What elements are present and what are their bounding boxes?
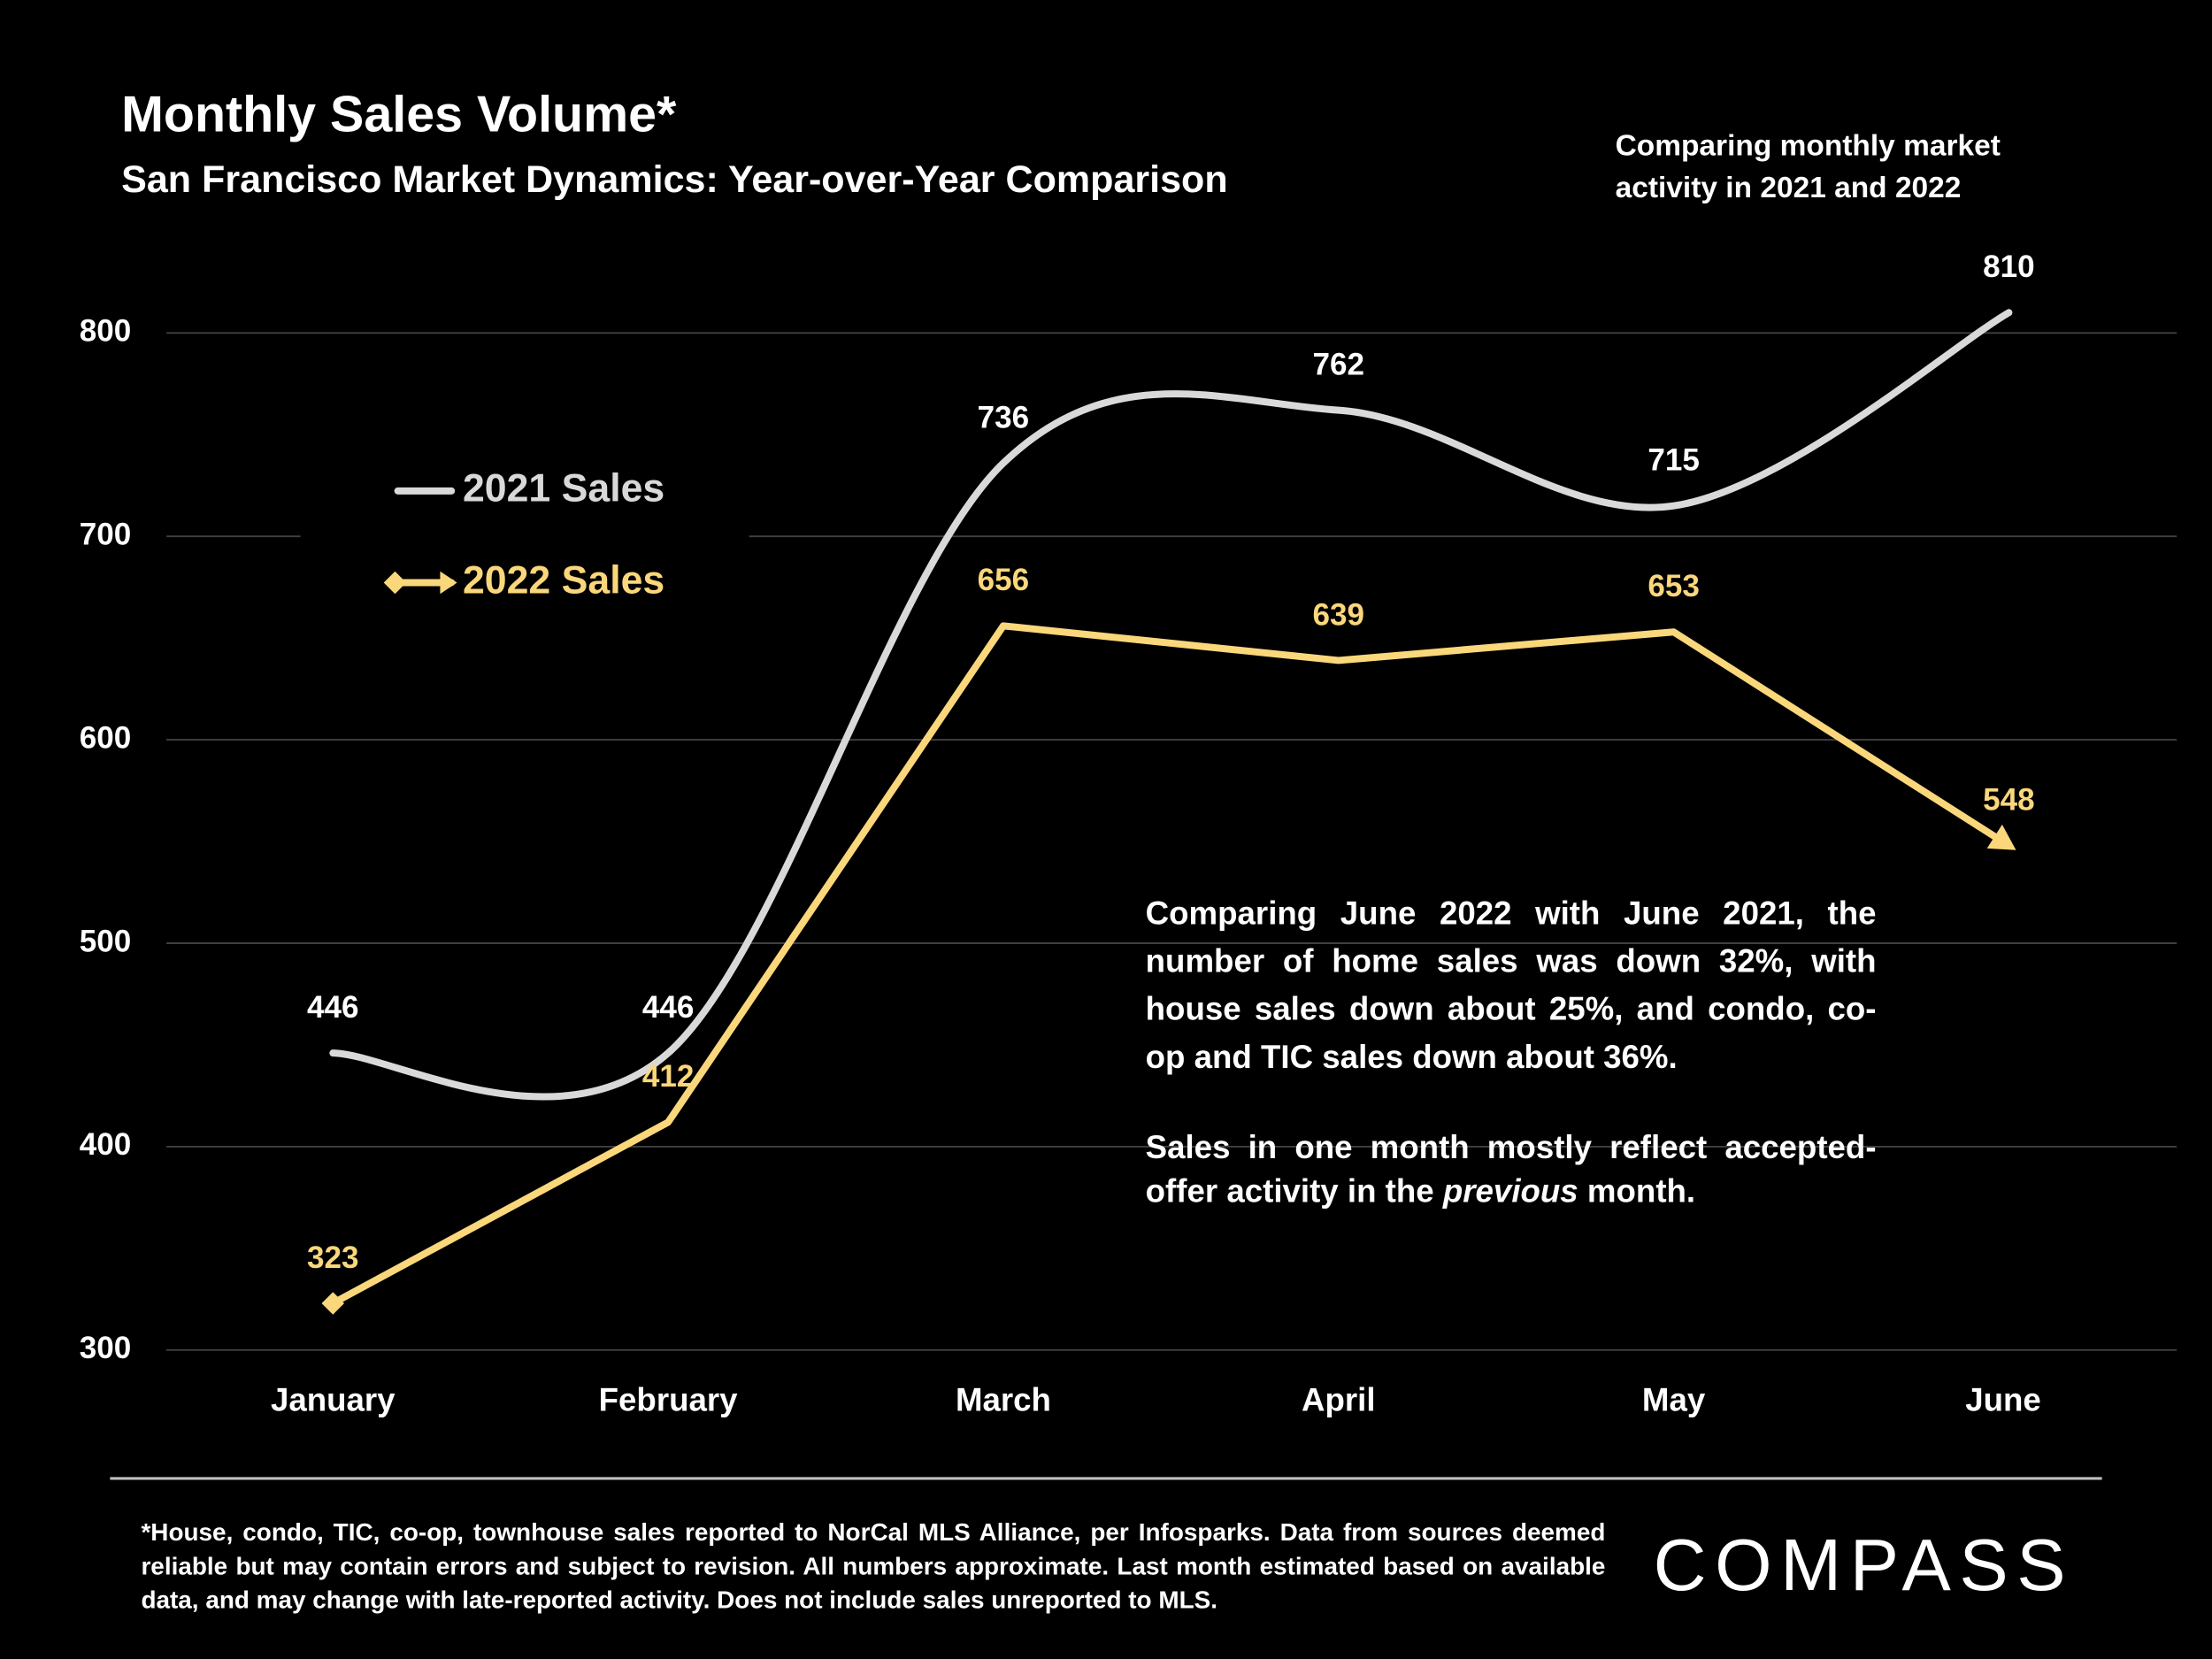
note: Comparing monthly market activity in 202… [1615, 129, 2001, 205]
data-label: 446 [307, 990, 359, 1025]
data-label: 715 [1647, 443, 1700, 478]
data-label: 810 [1983, 250, 2035, 284]
footnote: *House, condo, TIC, co-op, townhouse sal… [141, 1517, 1606, 1614]
legend-label: 2021 Sales [463, 467, 664, 511]
data-label: 656 [978, 563, 1030, 597]
legend-background [300, 458, 749, 621]
data-label: 412 [642, 1059, 695, 1094]
start-marker [321, 1292, 345, 1315]
y-tick-label: 600 [80, 720, 132, 755]
data-label: 548 [1983, 782, 2035, 817]
title: Monthly Sales Volume* [121, 84, 677, 143]
annotation-paragraph: Comparing June 2022 with June 2021, the … [1145, 894, 1877, 1075]
data-label: 446 [642, 990, 695, 1025]
data-label: 653 [1647, 569, 1700, 603]
logo: COMPASS [1653, 1525, 2075, 1608]
legend-arrow [440, 571, 457, 595]
y-tick-label: 500 [80, 924, 132, 958]
y-tick-label: 800 [80, 314, 132, 349]
data-label: 736 [978, 400, 1030, 434]
data-label: 323 [307, 1240, 359, 1275]
x-tick-label: February [599, 1382, 738, 1418]
annotation: Comparing June 2022 with June 2021, the … [1146, 888, 1877, 1213]
annotation-paragraph: Sales in one month mostly reflect accept… [1146, 1125, 1877, 1213]
y-tick-label: 400 [80, 1127, 132, 1162]
x-tick-label: April [1302, 1382, 1376, 1418]
x-tick-label: January [271, 1382, 396, 1418]
y-tick-label: 300 [80, 1331, 132, 1365]
legend-label: 2022 Sales [463, 558, 664, 602]
data-label: 639 [1312, 597, 1364, 632]
series-line [329, 309, 2013, 1101]
end-arrow [1986, 824, 2016, 850]
annotation-text: month. [1586, 1171, 1696, 1210]
y-tick-label: 700 [80, 517, 132, 551]
x-tick-label: May [1642, 1382, 1706, 1418]
series-line [329, 622, 2013, 1307]
x-tick-label: June [1965, 1382, 2041, 1418]
legend-marker [383, 571, 407, 595]
subtitle: San Francisco Market Dynamics: Year-over… [121, 157, 1228, 201]
x-tick-label: March [956, 1382, 1051, 1418]
data-label: 762 [1312, 347, 1364, 381]
annotation-text: Sales in one month mostly reflect accept… [1145, 1128, 1877, 1210]
annotation-emphasis: previous [1442, 1171, 1578, 1210]
